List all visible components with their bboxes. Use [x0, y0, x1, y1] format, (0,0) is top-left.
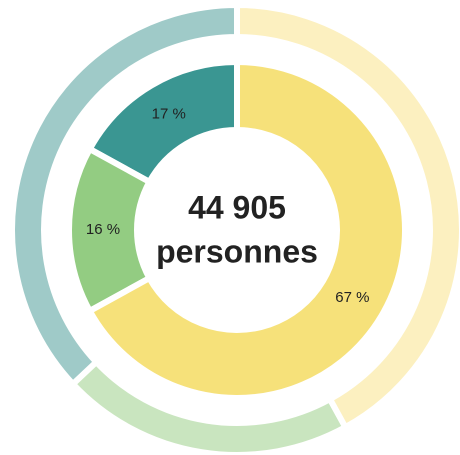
donut-slice [85, 58, 408, 401]
center-number: 44 905 [188, 189, 286, 225]
slice-label: 67 % [335, 289, 369, 306]
donut-slice [234, 1, 460, 432]
slice-label: 16 % [86, 221, 120, 238]
slice-label: 17 % [152, 106, 186, 123]
donut-slice [68, 357, 350, 455]
center-caption: personnes [156, 233, 318, 269]
donut-slice [66, 144, 154, 316]
